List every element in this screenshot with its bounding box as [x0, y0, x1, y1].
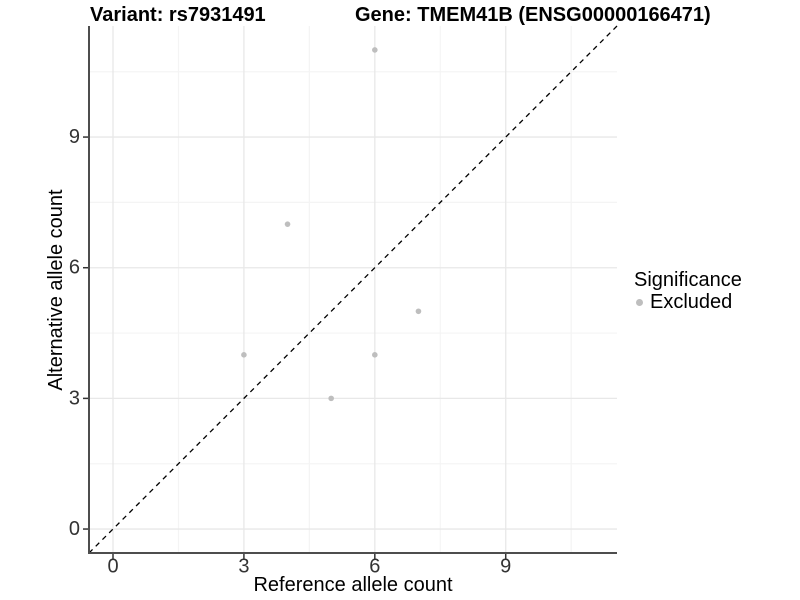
legend: Significance Excluded — [634, 269, 742, 313]
x-tick-label: 3 — [238, 556, 249, 578]
data-point — [241, 352, 247, 358]
data-point — [284, 221, 291, 227]
plot-title-variant: Variant: rs7931491 — [90, 4, 266, 26]
y-tick-label: 6 — [69, 257, 80, 279]
legend-item: Excluded — [636, 291, 742, 313]
x-axis-title: Reference allele count — [253, 574, 453, 596]
y-tick-label: 9 — [69, 126, 80, 148]
legend-title: Significance — [634, 269, 742, 291]
legend-item-label: Excluded — [650, 291, 733, 313]
plot-title-gene: Gene: TMEM41B (ENSG00000166471) — [355, 4, 711, 26]
x-tick-label: 6 — [369, 556, 380, 578]
y-tick-label: 0 — [69, 518, 80, 540]
y-axis-title: Alternative allele count — [45, 189, 67, 391]
identity-line — [88, 25, 618, 554]
y-tick-label: 3 — [69, 387, 80, 409]
x-tick-label: 0 — [107, 556, 118, 578]
data-point — [415, 308, 422, 315]
legend-point-icon — [636, 298, 643, 306]
data-point — [328, 395, 334, 402]
x-tick-label: 9 — [500, 556, 511, 578]
data-point — [372, 352, 378, 358]
data-point — [372, 47, 378, 53]
